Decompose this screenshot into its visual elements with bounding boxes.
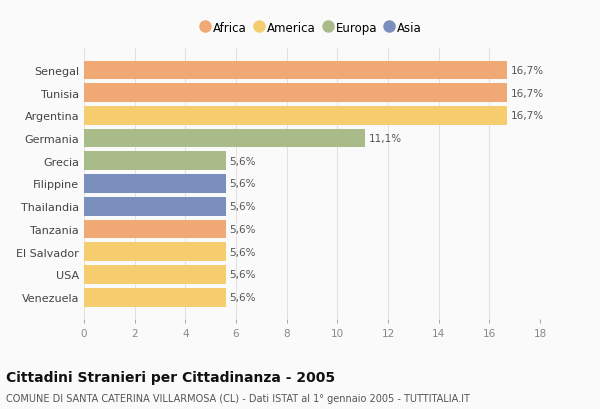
Text: 5,6%: 5,6% (230, 292, 256, 302)
Bar (84, 220, 226, 239)
Bar (84, 129, 365, 148)
Text: 5,6%: 5,6% (230, 247, 256, 257)
Bar (84, 243, 226, 261)
Bar (84, 84, 507, 103)
Text: Cittadini Stranieri per Cittadinanza - 2005: Cittadini Stranieri per Cittadinanza - 2… (6, 370, 335, 384)
Text: 5,6%: 5,6% (230, 179, 256, 189)
Text: 5,6%: 5,6% (230, 156, 256, 166)
Bar (84, 175, 226, 193)
Bar (84, 152, 226, 171)
Text: 5,6%: 5,6% (230, 225, 256, 234)
Bar (84, 61, 507, 80)
Bar (84, 107, 507, 125)
Bar (84, 265, 226, 284)
Text: 16,7%: 16,7% (511, 66, 544, 76)
Text: 5,6%: 5,6% (230, 202, 256, 212)
Text: 16,7%: 16,7% (511, 111, 544, 121)
Text: 11,1%: 11,1% (369, 134, 402, 144)
Text: COMUNE DI SANTA CATERINA VILLARMOSA (CL) - Dati ISTAT al 1° gennaio 2005 - TUTTI: COMUNE DI SANTA CATERINA VILLARMOSA (CL)… (6, 393, 470, 402)
Text: 5,6%: 5,6% (230, 270, 256, 280)
Legend: Africa, America, Europa, Asia: Africa, America, Europa, Asia (197, 17, 427, 40)
Bar (84, 198, 226, 216)
Text: 16,7%: 16,7% (511, 88, 544, 98)
Bar (84, 288, 226, 307)
